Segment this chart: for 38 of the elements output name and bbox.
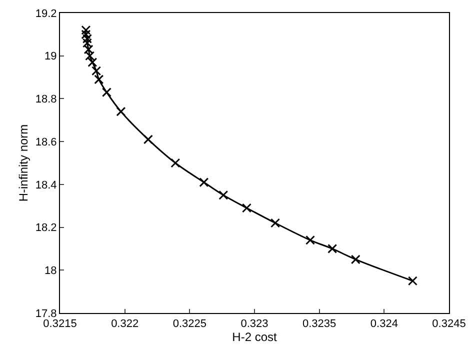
point (84, 44, 94, 54)
point (81, 25, 91, 35)
point (143, 134, 153, 144)
x-tick-label: 0.3225 (172, 318, 206, 330)
point (350, 254, 360, 264)
point (218, 190, 228, 200)
y-tick-label: 18.4 (35, 179, 57, 192)
y-tick-label: 18 (44, 264, 57, 277)
y-tick-label: 18.8 (35, 94, 57, 106)
point (328, 244, 338, 254)
point (82, 38, 92, 48)
x-tick-label: 0.323 (240, 318, 268, 330)
point (116, 106, 126, 116)
y-tick-label: 17.8 (35, 308, 57, 320)
y-tick-label: 19.2 (35, 8, 57, 20)
point (102, 88, 112, 98)
x-tick-label: 0.3235 (302, 318, 336, 330)
x-tick-label: 0.324 (370, 318, 398, 330)
x-tick-label: 0.322 (111, 318, 139, 330)
point (242, 203, 252, 213)
point (85, 51, 95, 61)
point (306, 235, 316, 245)
point (88, 58, 98, 68)
point (81, 30, 91, 40)
x-tick-label: 0.3245 (432, 318, 466, 330)
point (408, 276, 418, 286)
point (92, 66, 102, 76)
y-tick-label: 18.6 (35, 136, 57, 148)
point (94, 74, 104, 84)
point (199, 178, 209, 188)
x-axis-title: H-2 cost (232, 330, 278, 344)
y-tick-label: 19 (44, 50, 57, 63)
point (170, 158, 180, 168)
y-axis-title: H-infinity norm (16, 124, 31, 202)
y-tick-label: 18.2 (35, 222, 57, 234)
point (82, 34, 92, 44)
x-tick-label: 0.3215 (43, 318, 77, 330)
point (270, 218, 280, 228)
